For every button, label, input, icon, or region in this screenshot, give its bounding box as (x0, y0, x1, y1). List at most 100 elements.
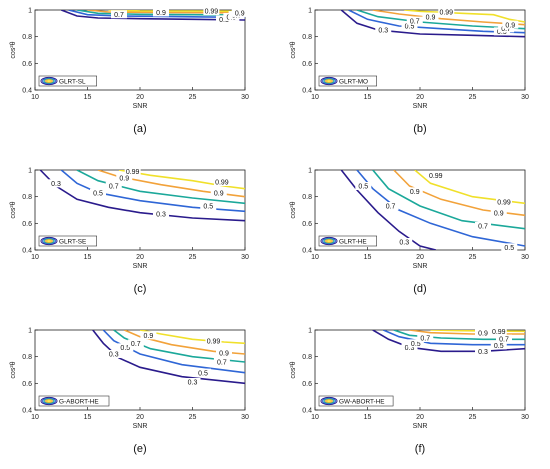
x-tick-label: 30 (241, 254, 249, 261)
legend-glyph (40, 76, 58, 86)
x-tick-label: 20 (136, 414, 144, 421)
legend: GW-ABORT-HE (318, 395, 394, 407)
contour-line-0.5 (382, 330, 525, 346)
y-tick-label: 0.8 (22, 354, 32, 361)
legend-glyph (45, 399, 53, 403)
y-tick-label: 0.8 (22, 34, 32, 41)
legend-glyph (323, 78, 335, 84)
legend-glyph (45, 79, 53, 83)
contour-label-bg (401, 22, 418, 30)
x-tick-label: 20 (416, 94, 424, 101)
contour-label-bg (496, 198, 512, 206)
y-axis-label: cos²θ (290, 201, 297, 218)
contour-line-0.5 (68, 10, 245, 19)
panel-caption: (c) (134, 283, 147, 295)
legend: GLRT-MO (318, 75, 378, 87)
contour-label: 0.9 (505, 22, 515, 29)
legend-glyph (325, 399, 333, 403)
legend-label: GW-ABORT-HE (339, 399, 385, 406)
x-tick-label: 25 (469, 414, 477, 421)
contour-label: 0.9 (119, 176, 129, 183)
contour-label: 0.5 (358, 184, 368, 191)
y-tick-label: 0.4 (302, 408, 312, 415)
contour-label: 0.99 (215, 180, 229, 187)
legend-label: GLRT-MO (339, 79, 368, 86)
contour-label-bg (116, 174, 133, 182)
x-tick-label: 10 (31, 94, 39, 101)
y-tick-label: 1 (308, 8, 312, 15)
y-tick-label: 0.8 (302, 194, 312, 201)
contour-label-bg (117, 343, 134, 352)
panel-caption: (f) (415, 443, 425, 455)
legend: GLRT-SE (38, 235, 98, 247)
legend: GLRT-SL (38, 75, 98, 87)
panel-caption: (b) (413, 123, 426, 135)
legend: GLRT-HE (318, 235, 378, 247)
contour-label: 0.5 (411, 341, 421, 348)
contour-label: 0.3 (109, 352, 119, 359)
contour-line-0.3 (61, 10, 245, 21)
legend-glyph (40, 396, 58, 406)
contour-line-0.7 (76, 170, 245, 205)
x-tick-label: 30 (241, 94, 249, 101)
legend-glyph (323, 398, 335, 404)
contour-label-bg (475, 347, 491, 356)
contour-label: 0.9 (156, 10, 166, 17)
legend-glyph (43, 398, 55, 404)
contour-label-bg (496, 334, 512, 343)
contour-label-bg (105, 182, 122, 190)
legend-glyph (40, 236, 58, 246)
contour-label: 0.99 (439, 10, 453, 17)
contour-label: 0.5 (93, 190, 103, 197)
x-axis-label: SNR (413, 423, 428, 430)
contour-label-bg (127, 339, 144, 348)
contour-label-bg (48, 179, 64, 188)
x-axis-label: SNR (133, 423, 148, 430)
x-tick-label: 10 (311, 94, 319, 101)
legend-glyph (45, 239, 53, 243)
contour-label: 0.9 (410, 189, 420, 196)
x-tick-label: 20 (416, 414, 424, 421)
legend-box (318, 395, 394, 407)
contour-label: 0.3 (156, 212, 166, 219)
contour-label: 0.7 (109, 184, 119, 191)
y-tick-label: 1 (28, 168, 32, 175)
legend-box (38, 235, 98, 247)
contour-label: 0.7 (114, 12, 124, 19)
contour-label: 0.99 (207, 338, 221, 345)
y-tick-label: 0.8 (302, 354, 312, 361)
contour-label-bg (422, 12, 439, 21)
contour-label-bg (90, 188, 106, 197)
contour-label-bg (355, 182, 372, 190)
contour-label: 0.7 (131, 341, 141, 348)
legend-glyph (42, 237, 56, 245)
y-tick-label: 1 (308, 328, 312, 335)
legend-glyph (322, 77, 336, 85)
contour-label: 0.5 (497, 29, 507, 36)
contour-label-bg (124, 167, 141, 176)
legend-glyph (42, 397, 56, 405)
contour-label: 0.9 (219, 350, 229, 357)
chart-panel: 0.3 0.5 0.5 0.7 0.7 0.9 0.9 0.99 0.99 10 15 20 25 30 0… (290, 168, 529, 296)
legend-glyph (326, 239, 332, 243)
contour-label: 0.7 (420, 336, 430, 343)
y-tick-label: 0.4 (22, 408, 32, 415)
legend-box (318, 75, 378, 87)
x-tick-label: 25 (469, 254, 477, 261)
contour-label-bg (213, 358, 230, 366)
contour-label: 0.5 (198, 370, 208, 377)
contour-label-bg (213, 178, 230, 186)
legend-glyph (43, 78, 55, 84)
contour-label: 0.5 (120, 345, 130, 352)
legend-glyph (325, 79, 333, 83)
contour-label-bg (407, 339, 424, 348)
contour-label-bg (438, 8, 455, 16)
x-tick-label: 30 (521, 254, 529, 261)
contour-label-bg (502, 20, 519, 29)
contour-label: 0.7 (386, 204, 396, 211)
contour-label: 0.99 (429, 173, 443, 180)
contour-label-bg (382, 202, 399, 210)
